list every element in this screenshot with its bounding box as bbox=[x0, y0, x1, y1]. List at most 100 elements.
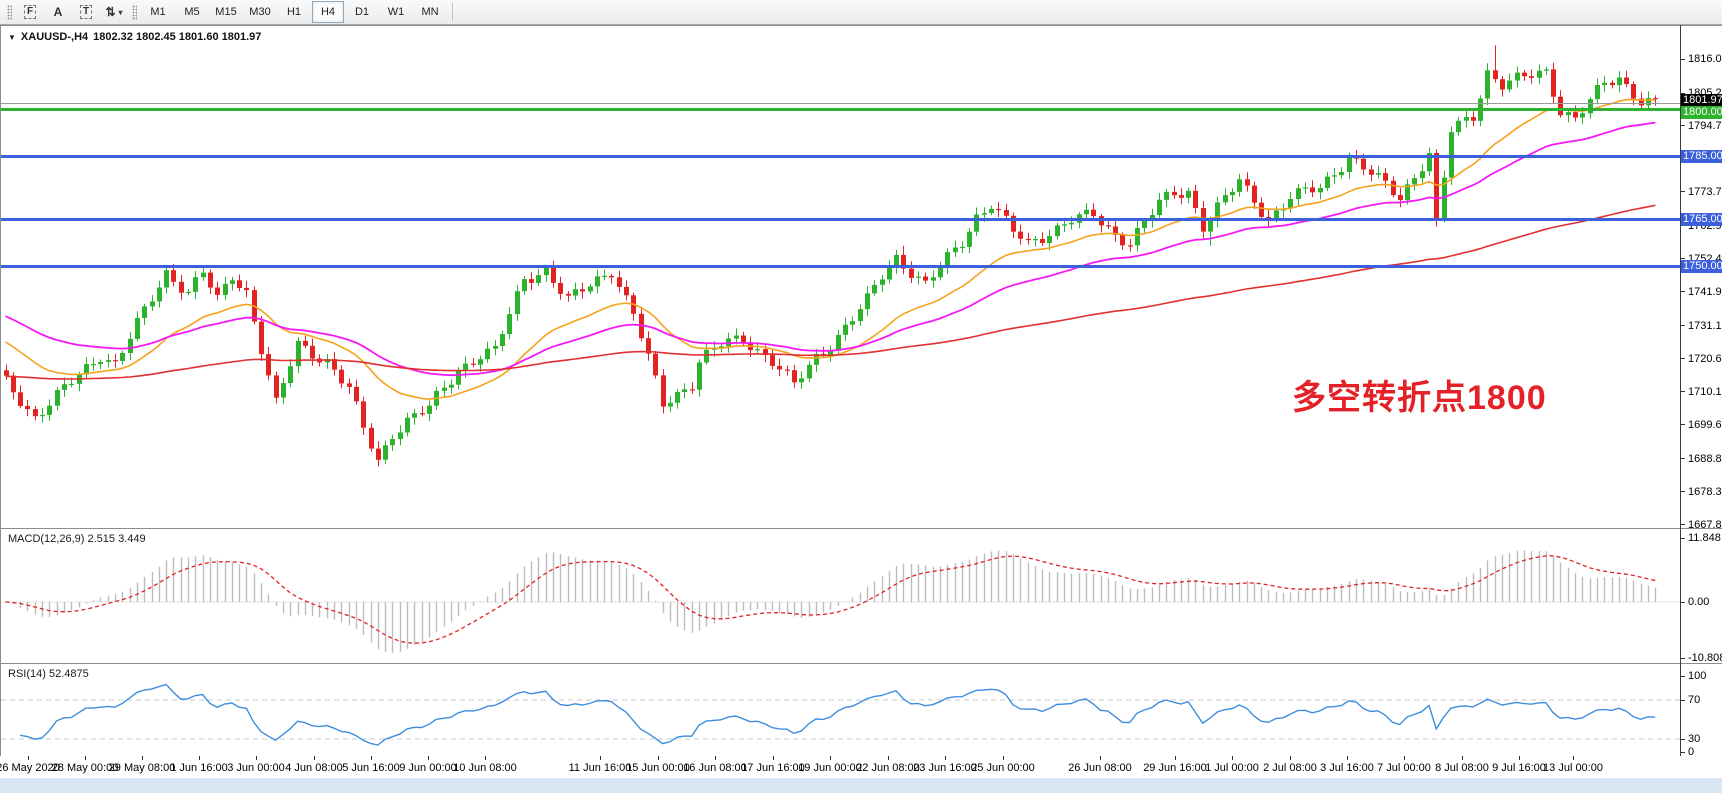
macd-label: MACD(12,26,9) 2.515 3.449 bbox=[8, 533, 146, 545]
axis-label-text: 1688.80 bbox=[1688, 452, 1722, 465]
time-axis-label: 29 May 08:00 bbox=[108, 762, 176, 774]
tab-timeframe-m1[interactable]: M1 bbox=[150, 6, 166, 18]
price-axis-label: 1688.80 bbox=[1681, 453, 1722, 465]
price-axis: 1816.001805.201794.701784.201773.701762.… bbox=[1681, 0, 1722, 778]
time-axis-tick bbox=[888, 756, 889, 760]
text-tool-button[interactable]: T bbox=[72, 2, 100, 23]
time-axis-label: 3 Jul 16:00 bbox=[1320, 762, 1374, 774]
toolbar-grip[interactable] bbox=[7, 4, 12, 20]
time-axis-label: 23 Jun 16:00 bbox=[913, 762, 977, 774]
fibo-tool-button[interactable]: F bbox=[16, 2, 44, 23]
macd-name: MACD(12,26,9) bbox=[8, 533, 85, 545]
time-axis-tick bbox=[773, 756, 774, 760]
tab-timeframe-m15[interactable]: M15 bbox=[215, 6, 237, 18]
time-axis-label: 5 Jun 16:00 bbox=[342, 762, 400, 774]
price-axis-label: 1678.30 bbox=[1681, 486, 1722, 498]
axis-tick bbox=[1681, 358, 1685, 360]
level-tag-1785: 1785.00 bbox=[1681, 149, 1722, 163]
chart-header: ▼ XAUUSD-,H4 1802.32 1802.45 1801.60 180… bbox=[8, 31, 261, 43]
time-axis-tick bbox=[1175, 756, 1176, 760]
time-axis-label: 2 Jul 08:00 bbox=[1263, 762, 1317, 774]
axis-tick bbox=[1681, 751, 1685, 753]
ma-mid-magenta bbox=[5, 121, 1656, 377]
time-axis-label: 9 Jun 00:00 bbox=[399, 762, 457, 774]
time-axis-label: 26 May 2020 bbox=[0, 762, 60, 774]
time-axis: 26 May 2020 28 May 00:00 29 May 08:00 1 Jun… bbox=[0, 756, 1722, 778]
axis-label-text: 1699.60 bbox=[1688, 418, 1722, 431]
axis-label-text: 70 bbox=[1688, 694, 1701, 706]
time-axis-tick bbox=[314, 756, 315, 760]
tab-timeframe-d1[interactable]: D1 bbox=[354, 6, 370, 18]
annotation-text: 多空转折点1800 bbox=[1292, 379, 1547, 417]
axis-label-text: 1731.10 bbox=[1688, 319, 1722, 332]
macd-values: 2.515 3.449 bbox=[87, 533, 146, 545]
price-axis-label: 1710.10 bbox=[1681, 386, 1722, 398]
rsi-indicator-chart[interactable] bbox=[1, 665, 1680, 755]
time-axis-tick bbox=[1232, 756, 1233, 760]
axis-label-text: 1773.70 bbox=[1688, 185, 1722, 198]
tab-timeframe-h1[interactable]: H1 bbox=[286, 6, 302, 18]
axis-tick bbox=[1681, 424, 1685, 426]
axis-tick bbox=[1681, 325, 1685, 327]
level-tag-1750: 1750.00 bbox=[1681, 259, 1722, 273]
time-axis-label: 1 Jul 00:00 bbox=[1205, 762, 1259, 774]
fibo-tool-icon: F bbox=[23, 5, 37, 19]
price-axis-label: 1731.10 bbox=[1681, 320, 1722, 332]
axis-tick bbox=[1681, 125, 1685, 127]
axis-tick bbox=[1681, 458, 1685, 460]
time-axis-label: 7 Jul 00:00 bbox=[1377, 762, 1431, 774]
tab-timeframe-m5[interactable]: M5 bbox=[184, 6, 200, 18]
axis-label-text: 1678.30 bbox=[1688, 485, 1722, 498]
tab-timeframe-mn[interactable]: MN bbox=[421, 6, 439, 18]
time-axis-tick bbox=[428, 756, 429, 760]
tab-timeframe-m30[interactable]: M30 bbox=[249, 6, 271, 18]
axis-tick bbox=[1681, 58, 1685, 60]
axis-tick bbox=[1681, 657, 1685, 659]
axis-tick bbox=[1681, 92, 1685, 94]
price-axis-label: 1741.90 bbox=[1681, 286, 1722, 298]
axis-tick bbox=[1681, 391, 1685, 393]
time-axis-label: 9 Jul 16:00 bbox=[1492, 762, 1546, 774]
tab-timeframe-w1[interactable]: W1 bbox=[387, 6, 405, 18]
price-axis-label: 1720.60 bbox=[1681, 353, 1722, 365]
axis-label-text: 0 bbox=[1688, 746, 1695, 758]
arrow-tool-icon: A bbox=[53, 5, 63, 19]
toolbar-separator bbox=[452, 3, 453, 21]
time-axis-label: 3 Jun 00:00 bbox=[227, 762, 285, 774]
price-axis-label: 1816.00 bbox=[1681, 53, 1722, 65]
dropdown-caret-icon: ▾ bbox=[118, 7, 123, 17]
axis-label-text: 0.00 bbox=[1688, 596, 1710, 608]
axis-tick bbox=[1681, 699, 1685, 701]
time-axis-label: 17 Jun 16:00 bbox=[741, 762, 805, 774]
axis-label-text: 1667.80 bbox=[1688, 518, 1722, 531]
time-axis-label: 15 Jun 00:00 bbox=[626, 762, 690, 774]
collapse-icon[interactable]: ▼ bbox=[8, 32, 16, 42]
level-tag-1765: 1765.00 bbox=[1681, 212, 1722, 226]
price-axis-label: 1699.60 bbox=[1681, 419, 1722, 431]
macd-indicator-chart[interactable] bbox=[1, 530, 1680, 662]
axis-tick bbox=[1681, 291, 1685, 293]
time-axis-tick bbox=[28, 756, 29, 760]
current-price-tag: 1801.97 bbox=[1681, 93, 1722, 107]
drawing-tools-group: F A T ⇅ ▾ bbox=[16, 2, 128, 23]
time-axis-tick bbox=[1573, 756, 1574, 760]
axis-label-text: 1710.10 bbox=[1688, 385, 1722, 398]
axis-tick bbox=[1681, 738, 1685, 740]
axis-label-text: 1816.00 bbox=[1688, 53, 1722, 66]
candlestick-chart[interactable] bbox=[1, 26, 1680, 527]
timeframe-toolbar: M1 M5 M15 M30 H1 H4 D1 W1 MN bbox=[141, 1, 447, 23]
tab-timeframe-h4[interactable]: H4 bbox=[312, 1, 344, 23]
time-axis-label: 29 Jun 16:00 bbox=[1143, 762, 1207, 774]
axis-tick bbox=[1681, 524, 1685, 525]
axis-label-text: 11.848 bbox=[1688, 532, 1721, 544]
arrows-tool-button[interactable]: ⇅ ▾ bbox=[100, 2, 128, 23]
time-axis-tick bbox=[1347, 756, 1348, 760]
toolbar-grip[interactable] bbox=[132, 4, 137, 20]
window-bottom-strip bbox=[0, 778, 1722, 793]
rsi-axis-label: 70 bbox=[1681, 694, 1700, 706]
arrow-tool-button[interactable]: A bbox=[44, 2, 72, 23]
axis-tick bbox=[1681, 491, 1685, 493]
arrows-tool-icon: ⇅ bbox=[105, 5, 116, 19]
rsi-value: 52.4875 bbox=[48, 668, 89, 680]
